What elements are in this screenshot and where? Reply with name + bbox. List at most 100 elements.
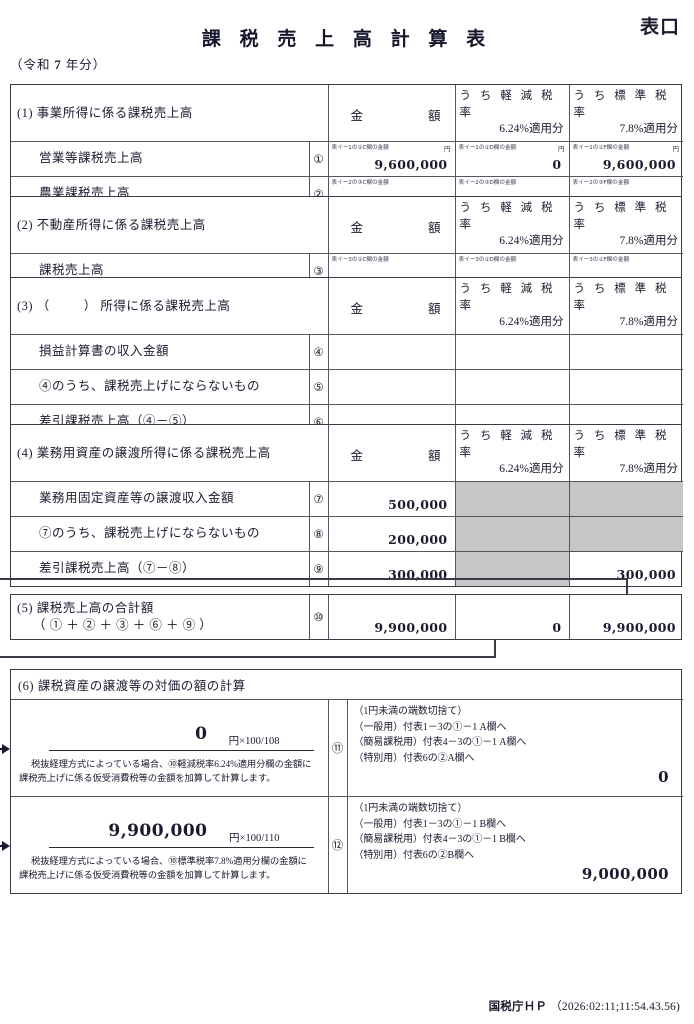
calc-footnote-line1: 税抜経理方式によっている場合、⑩標準税率7.8%適用分欄の金額に	[31, 857, 307, 867]
standard-rate-cell-disabled	[568, 516, 684, 553]
amount-cell[interactable]	[327, 334, 456, 371]
standard-rate-cell[interactable]	[568, 369, 683, 406]
calc-formula-cell-2[interactable]: 9,900,000 円×100/110 税抜経理方式によっている場合、⑩標準税率…	[0, 796, 329, 893]
connector-top-vertical	[626, 578, 628, 595]
standard-rate-cell[interactable]: 表イー1の①F欄の金額 円 9,600,000	[568, 141, 684, 178]
amount-column-header: 金 額	[329, 289, 455, 323]
connector-bottom-horizontal	[0, 656, 496, 658]
amount-cell[interactable]: 表イー1の①C欄の金額 円 9,600,000	[327, 141, 456, 178]
calc-destination-cell-1[interactable]: （1円未満の端数切捨て） （一般用）付表1－3の①－1 A欄へ （簡易課税用）付…	[346, 699, 683, 797]
section-6-table: (6) 課税資産の譲渡等の対価の額の計算 0 円×100/108 税抜経理方式に…	[0, 670, 683, 893]
amount-value: 500,000	[388, 497, 448, 513]
table-row: 差引課税売上高（⑦－⑧） ⑨ 300,000 300,000	[11, 551, 684, 587]
cell-source-note: 表イー3の①D欄の金額	[458, 257, 517, 264]
amount-column-header: 金 額	[329, 436, 455, 470]
standard-rate-label: う ち 標 準 税 率	[573, 90, 670, 119]
section-consideration-calculation: (6) 課税資産の譲渡等の対価の額の計算 0 円×100/108 税抜経理方式に…	[0, 669, 683, 894]
section-2-title: (2) 不動産所得に係る課税売上高	[17, 217, 206, 232]
cell-source-note: 表イー1の①D欄の金額	[458, 145, 517, 152]
row-number: ④	[308, 334, 329, 371]
section-2-table: (2) 不動産所得に係る課税売上高 金 額 う ち 軽 減 税 率 6.24%適…	[11, 197, 684, 289]
total-standard-cell[interactable]: 9,900,000	[568, 595, 683, 639]
amount-header-gaku: 額	[428, 221, 441, 235]
table-row: 損益計算書の収入金額 ④	[11, 334, 683, 371]
total-reduced-cell[interactable]: 0	[454, 595, 570, 639]
cell-source-note: 表イー3の①C欄の金額	[331, 257, 389, 264]
row-label: ④のうち、課税売上げにならないもの	[39, 379, 261, 394]
standard-rate-pct: 7.8%適用分	[619, 235, 679, 248]
section-3-title-suffix: ） 所得に係る課税売上高	[83, 298, 231, 313]
amount-header-gaku: 額	[428, 109, 441, 123]
standard-rate-cell[interactable]	[568, 334, 683, 371]
standard-rate-label: う ち 標 準 税 率	[573, 202, 670, 231]
destination-line-4: （特別用）付表6の②B欄へ	[353, 849, 474, 861]
row-number: ⑤	[308, 369, 329, 406]
calc-footnote: 税抜経理方式によっている場合、⑩軽減税率6.24%適用分欄の金額に 課税売上げに…	[19, 758, 320, 787]
page-title: 課 税 売 上 高 計 算 表	[201, 29, 493, 50]
section-6-title: (6) 課税資産の譲渡等の対価の額の計算	[18, 679, 246, 693]
standard-rate-cell[interactable]: 300,000	[568, 551, 684, 587]
cell-source-note: 表イー3の①F欄の金額	[572, 257, 630, 264]
amount-cell[interactable]: 300,000	[327, 551, 456, 587]
reduced-rate-pct: 6.24%適用分	[499, 235, 564, 248]
amount-value: 9,600,000	[374, 157, 448, 173]
section-2-header-row: (2) 不動産所得に係る課税売上高 金 額 う ち 軽 減 税 率 6.24%適…	[11, 197, 684, 255]
page-footer: 国税庁ＨＰ （2026:02:11;11:54.43.56)	[489, 998, 680, 1014]
section-5-table: (5) 課税売上高の合計額 （ ① ＋ ② ＋ ③ ＋ ⑥ ＋ ⑨ ） ⑩ 9,…	[11, 595, 683, 639]
row-number: ⑦	[308, 481, 329, 518]
row-number: ⑩	[308, 595, 329, 639]
row-number: ⑧	[308, 516, 329, 553]
row-label: 損益計算書の収入金額	[39, 344, 170, 359]
amount-column-header: 金 額	[329, 96, 455, 130]
reduced-rate-cell-disabled	[454, 481, 570, 518]
standard-rate-column-header: う ち 標 準 税 率 7.8%適用分	[570, 197, 684, 253]
page-header: 課 税 売 上 高 計 算 表 表口 （令和 7 年分）	[0, 0, 694, 72]
calc-input-value: 0	[195, 724, 208, 744]
amount-header-kin: 金	[350, 449, 364, 463]
section-other-income: (3) （ ） 所得に係る課税売上高 金 額 う ち 軽 減 税 率 6.24%適…	[10, 277, 683, 441]
calc-formula-cell-1[interactable]: 0 円×100/108 税抜経理方式によっている場合、⑩軽減税率6.24%適用分…	[0, 699, 329, 797]
year-prefix: （令和	[10, 58, 51, 72]
destination-line-1: （1円未満の端数切捨て）	[353, 706, 468, 717]
section-total-taxable-sales: (5) 課税売上高の合計額 （ ① ＋ ② ＋ ③ ＋ ⑥ ＋ ⑨ ） ⑩ 9,…	[10, 594, 683, 640]
cell-source-note: 表イー2の③F欄の金額	[572, 180, 630, 187]
table-row: 業務用固定資産等の譲渡収入金額 ⑦ 500,000	[11, 481, 684, 518]
standard-rate-pct: 7.8%適用分	[619, 123, 679, 136]
amount-cell[interactable]: 500,000	[327, 481, 456, 518]
reduced-rate-cell[interactable]	[454, 369, 570, 406]
section-business-asset-transfer: (4) 業務用資産の譲渡所得に係る課税売上高 金 額 う ち 軽 減 税 率 6…	[10, 424, 684, 588]
destination-instructions: （1円未満の端数切捨て） （一般用）付表1－3の①－1 B欄へ （簡易課税用）付…	[354, 801, 680, 863]
amount-cell[interactable]: 200,000	[327, 516, 456, 553]
reduced-rate-cell-disabled	[454, 551, 570, 587]
cell-source-note: 表イー2の③C欄の金額	[331, 180, 389, 187]
standard-rate-column-header: う ち 標 準 税 率 7.8%適用分	[570, 85, 684, 141]
section-4-title: (4) 業務用資産の譲渡所得に係る課税売上高	[17, 445, 271, 460]
arrow-right-icon	[2, 744, 10, 754]
connector-top-horizontal	[0, 578, 628, 580]
reduced-rate-cell[interactable]: 表イー1の①D欄の金額 円 0	[454, 141, 570, 178]
form-corner-label: 表口	[639, 16, 680, 38]
year-suffix: 年分）	[65, 58, 107, 72]
calc-area: 0 円×100/108 税抜経理方式によっている場合、⑩軽減税率6.24%適用分…	[0, 700, 328, 796]
total-standard-value: 9,900,000	[602, 620, 676, 635]
reduced-rate-cell[interactable]	[454, 334, 570, 371]
yen-unit: 円	[558, 146, 565, 154]
arrow-right-icon	[2, 841, 10, 851]
reduced-rate-label: う ち 軽 減 税 率	[459, 202, 556, 231]
amount-column-header: 金 額	[329, 208, 455, 242]
yen-unit: 円	[672, 146, 680, 154]
section-real-estate-income: (2) 不動産所得に係る課税売上高 金 額 う ち 軽 減 税 率 6.24%適…	[10, 196, 684, 290]
amount-header-kin: 金	[350, 302, 364, 316]
table-row: 営業等課税売上高 ① 表イー1の①C欄の金額 円 9,600,000 表イー1の…	[11, 141, 684, 178]
amount-value: 200,000	[388, 532, 448, 548]
fiscal-year-line: （令和 7 年分）	[10, 54, 106, 73]
amount-cell[interactable]	[327, 369, 456, 406]
section-4-table: (4) 業務用資産の譲渡所得に係る課税売上高 金 額 う ち 軽 減 税 率 6…	[11, 425, 684, 587]
destination-line-1: （1円未満の端数切捨て）	[353, 803, 468, 814]
row-label: 課税売上高	[39, 263, 105, 278]
arrow-stem-icon	[0, 748, 4, 750]
total-amount-cell[interactable]: 9,900,000	[327, 595, 456, 639]
reduced-rate-column-header: う ち 軽 減 税 率 6.24%適用分	[456, 85, 569, 141]
calc-destination-cell-2[interactable]: （1円未満の端数切捨て） （一般用）付表1－3の①－1 B欄へ （簡易課税用）付…	[346, 796, 683, 893]
row-label: 営業等課税売上高	[39, 151, 144, 166]
